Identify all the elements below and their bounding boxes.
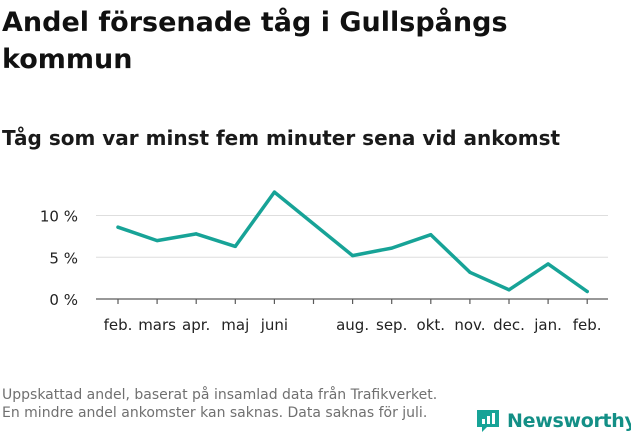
x-tick-label: okt. [417, 316, 446, 334]
x-tick-label: sep. [376, 316, 407, 334]
y-tick-label: 0 % [49, 291, 78, 309]
data-point [155, 238, 159, 243]
series-line-path [116, 190, 589, 294]
data-point [116, 225, 120, 229]
x-tick-label: nov. [454, 316, 485, 334]
x-tick-label: apr. [182, 316, 210, 334]
x-tick-label: juni [260, 316, 288, 334]
data-point [585, 289, 589, 294]
chat-bubble-bar-chart-icon [477, 410, 499, 432]
x-tick-label: mars [138, 316, 176, 334]
data-point [233, 244, 237, 248]
x-tick-label: feb. [573, 316, 602, 334]
x-tick-label: aug. [336, 316, 369, 334]
data-point [194, 232, 198, 236]
data-point [507, 288, 511, 292]
y-tick-label: 5 % [49, 249, 78, 267]
brand-name: Newsworthy [507, 410, 631, 432]
x-tick-label: jan. [533, 316, 562, 334]
chart-title: Andel försenade tåg i Gullspångs kommun [2, 7, 508, 75]
y-tick-label: 10 % [40, 208, 78, 226]
x-tick-label: dec. [493, 316, 525, 334]
x-tick-label: feb. [104, 316, 133, 334]
gridlines [96, 215, 608, 300]
data-point [546, 262, 550, 266]
x-axis-ticks: feb. mars apr. maj juni aug. sep. okt. nov. dec. j… [104, 299, 602, 334]
data-point [390, 246, 394, 250]
source-note: Uppskattad andel, baserat på insamlad da… [2, 387, 438, 421]
newsworthy-brand[interactable]: Newsworthy [475, 408, 631, 434]
data-point [429, 233, 433, 237]
series-line [116, 190, 589, 294]
data-point [468, 270, 472, 274]
chart-subtitle: Tåg som var minst fem minuter sena vid a… [2, 126, 561, 150]
data-point [272, 190, 276, 194]
y-axis-tick-labels: 0 % 5 % 10 % [40, 208, 78, 310]
x-tick-label: maj [221, 316, 249, 334]
data-point [351, 253, 355, 258]
